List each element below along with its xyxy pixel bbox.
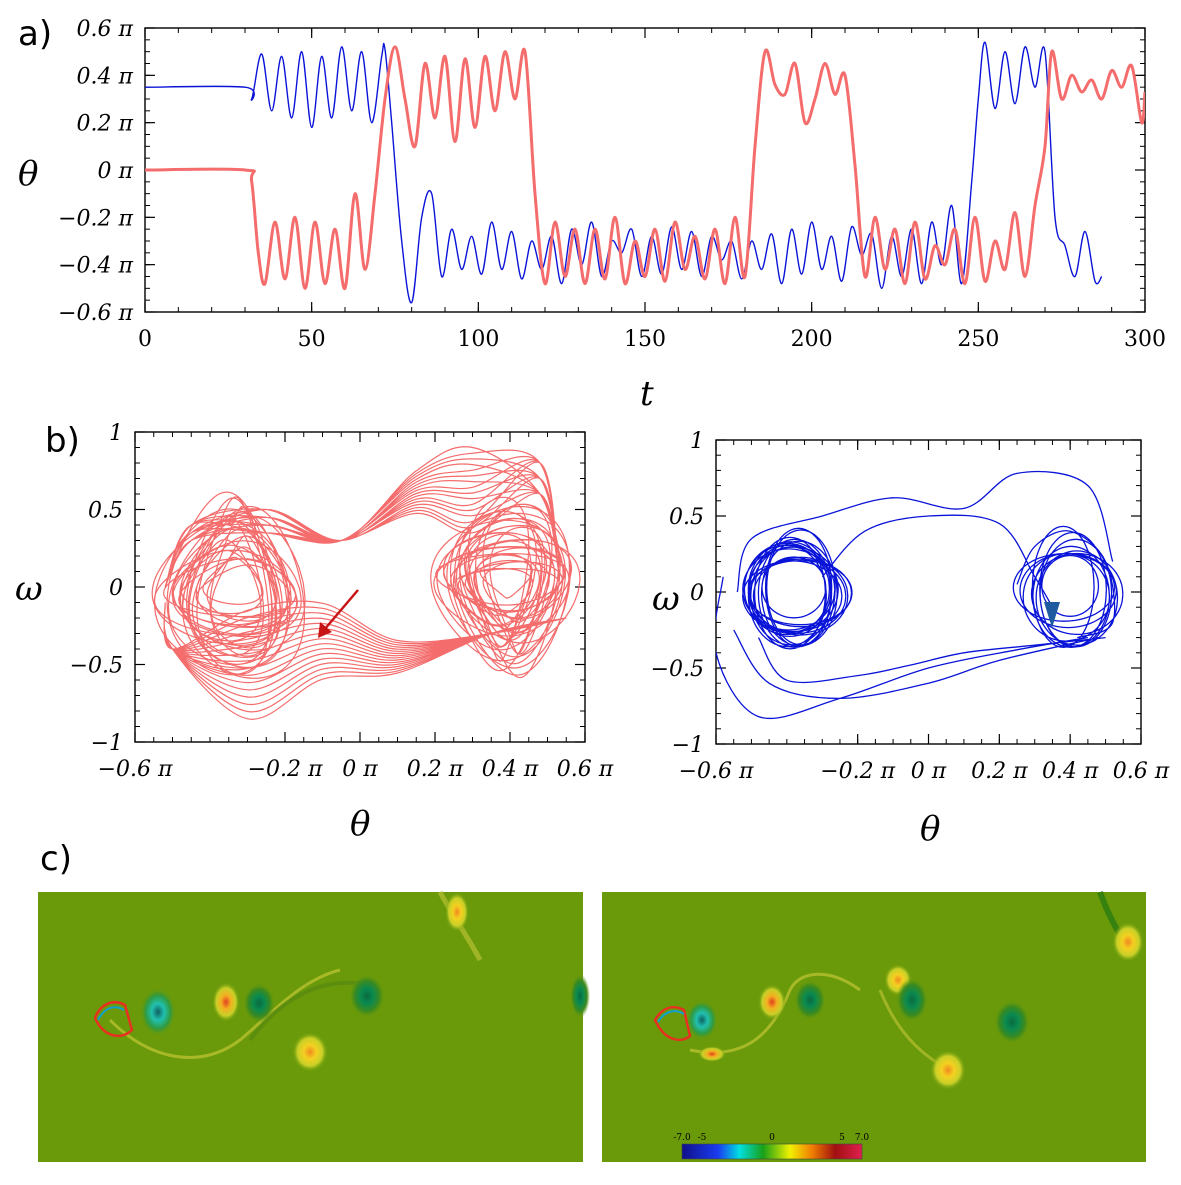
phase-portrait-right: −0.6 π −0.2 π 0 π 0.2 π 0.4 π 0.6 π 1 0.5 0 −0.5 −… bbox=[651, 429, 1170, 849]
x-tick-label-b: 0 π bbox=[911, 759, 947, 784]
panel-label-b: b) bbox=[45, 421, 80, 461]
vortex-red bbox=[212, 982, 240, 1022]
phase-curve-blue bbox=[716, 470, 1124, 720]
colorbar-tick-label: -7.0 bbox=[673, 1133, 691, 1143]
series-line-blue bbox=[145, 41, 1103, 304]
x-tick-label-a: 0 bbox=[138, 327, 152, 352]
ylabel-a: θ bbox=[18, 154, 38, 194]
vortex-green bbox=[794, 980, 826, 1020]
x-tick-label-b: 0.2 π bbox=[971, 759, 1028, 784]
y-tick-label-b: 1 bbox=[690, 429, 704, 454]
vortex-green bbox=[243, 983, 275, 1023]
vortex-green bbox=[994, 1000, 1030, 1044]
y-tick-label-b: 0.5 bbox=[88, 499, 123, 524]
y-tick-label-a: −0.2 π bbox=[58, 206, 133, 231]
x-tick-label-a: 100 bbox=[457, 327, 499, 352]
vorticity-fields: -7.0 -5 0 5 7.0 bbox=[38, 890, 1146, 1162]
xlabel-a: t bbox=[640, 374, 654, 414]
xlabel-b-left: θ bbox=[350, 804, 370, 844]
colorbar-ticks: -7.0 -5 0 5 7.0 bbox=[673, 1133, 869, 1143]
x-tick-label-a: 50 bbox=[298, 327, 326, 352]
y-tick-label-b: −0.5 bbox=[70, 654, 123, 679]
vortex-red bbox=[758, 984, 786, 1020]
vortex-green bbox=[896, 978, 928, 1022]
vortex-cyan bbox=[140, 988, 176, 1036]
time-series-chart: 0 50 100 150 200 250 300 0.6 π 0.4 π 0.2 π 0 π −0.2… bbox=[18, 17, 1166, 414]
phase-trajectory-red bbox=[151, 446, 581, 720]
plate-shear-layer bbox=[657, 1010, 685, 1023]
x-tick-label-b: 0 π bbox=[342, 757, 378, 782]
y-tick-label-b: −1 bbox=[672, 733, 704, 758]
colorbar-tick-label: 7.0 bbox=[855, 1133, 870, 1143]
vortex-green bbox=[349, 974, 385, 1018]
phase-portrait-left: −0.6 π −0.2 π 0 π 0.2 π 0.4 π 0.6 π 1 0.5 0 −0.5 −… bbox=[15, 421, 614, 844]
x-tick-label-b: −0.2 π bbox=[820, 759, 895, 784]
panel-label-a: a) bbox=[18, 14, 52, 54]
phase-curve-red bbox=[151, 446, 581, 720]
plate-body-right bbox=[653, 1006, 692, 1041]
y-tick-label-a: 0 π bbox=[98, 159, 134, 184]
panel-label-c: c) bbox=[40, 839, 72, 879]
y-tick-label-a: 0.2 π bbox=[77, 112, 134, 137]
y-tick-label-a: −0.6 π bbox=[58, 301, 133, 326]
y-tick-label-b: 1 bbox=[109, 421, 123, 446]
plate-shear-layer bbox=[97, 1006, 125, 1021]
x-tick-label-b: 0.4 π bbox=[482, 757, 539, 782]
series-line-red bbox=[145, 45, 1145, 290]
xlabel-b-right: θ bbox=[920, 809, 940, 849]
colorbar-tick-label: 0 bbox=[769, 1133, 775, 1143]
wake-streak bbox=[108, 968, 341, 1059]
vortex-yellow bbox=[1112, 922, 1144, 962]
x-tick-label-a: 250 bbox=[957, 327, 999, 352]
phase-trajectory-blue bbox=[716, 470, 1124, 720]
arrowhead-red-icon bbox=[318, 622, 332, 638]
arrowhead-blue-icon bbox=[1044, 602, 1060, 628]
field-background-right bbox=[602, 892, 1146, 1162]
field-background-left bbox=[38, 892, 583, 1162]
ylabel-b-left: ω bbox=[15, 569, 43, 609]
vortex-red bbox=[698, 1046, 726, 1062]
ticks-b-left: −0.6 π −0.2 π 0 π 0.2 π 0.4 π 0.6 π 1 0.5 0 −0.5 −… bbox=[70, 421, 614, 782]
y-tick-label-b: 0.5 bbox=[669, 505, 704, 530]
plate-body-left bbox=[93, 1001, 134, 1038]
y-tick-label-a: 0.4 π bbox=[77, 64, 134, 89]
vortex-yellow bbox=[930, 1050, 966, 1090]
vorticity-field-right: -7.0 -5 0 5 7.0 bbox=[602, 890, 1146, 1162]
ylabel-b-right: ω bbox=[652, 579, 680, 619]
vortex-yellow bbox=[292, 1032, 328, 1072]
x-tick-label-a: 150 bbox=[624, 327, 666, 352]
y-tick-label-a: −0.4 π bbox=[58, 254, 133, 279]
y-tick-label-a: 0.6 π bbox=[77, 17, 134, 42]
vortex-green bbox=[570, 974, 590, 1018]
y-tick-label-b: 0 bbox=[690, 581, 704, 606]
colorbar-tick-label: -5 bbox=[698, 1133, 707, 1143]
plot-frame-b-right bbox=[715, 439, 1142, 745]
x-tick-label-a: 300 bbox=[1124, 327, 1166, 352]
x-tick-label-b: 0.4 π bbox=[1042, 759, 1099, 784]
wake-streak bbox=[689, 972, 861, 1054]
vortex-yellow bbox=[445, 892, 469, 932]
x-tick-label-b: −0.6 π bbox=[98, 757, 173, 782]
y-tick-label-b: −0.5 bbox=[651, 657, 704, 682]
x-tick-label-a: 200 bbox=[791, 327, 833, 352]
x-tick-label-b: −0.6 π bbox=[679, 759, 754, 784]
x-tick-label-b: 0.6 π bbox=[1113, 759, 1170, 784]
direction-arrow-red bbox=[323, 589, 359, 631]
ticks-a: 0 50 100 150 200 250 300 0.6 π 0.4 π 0.2 π 0 π −0.2… bbox=[58, 17, 1166, 352]
x-tick-label-b: 0.2 π bbox=[407, 757, 464, 782]
y-tick-label-b: −1 bbox=[91, 731, 123, 756]
ticks-b-right: −0.6 π −0.2 π 0 π 0.2 π 0.4 π 0.6 π 1 0.5 0 −0.5 −… bbox=[651, 429, 1170, 784]
x-tick-label-b: −0.2 π bbox=[248, 757, 323, 782]
vorticity-field-left bbox=[38, 890, 590, 1162]
series-group-a bbox=[145, 41, 1145, 304]
colorbar bbox=[681, 1143, 863, 1160]
y-tick-label-b: 0 bbox=[109, 576, 123, 601]
x-tick-label-b: 0.6 π bbox=[557, 757, 614, 782]
colorbar-tick-label: 5 bbox=[839, 1133, 845, 1143]
vortex-cyan bbox=[686, 1000, 718, 1040]
